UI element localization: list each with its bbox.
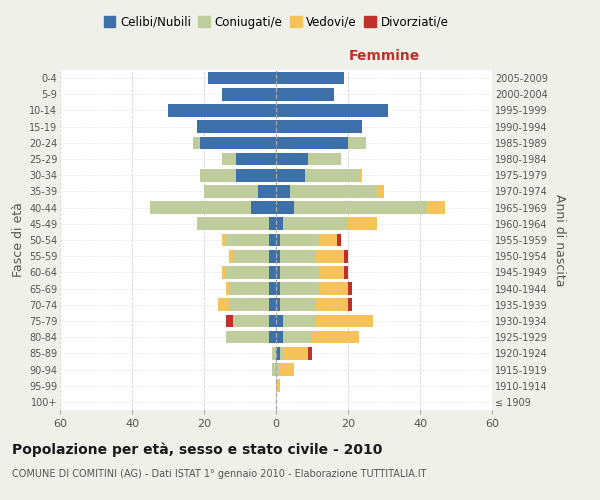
Bar <box>308 152 341 166</box>
Bar <box>226 331 269 344</box>
Bar <box>272 363 276 376</box>
Bar <box>280 266 319 278</box>
Bar <box>276 152 308 166</box>
Bar <box>258 185 276 198</box>
Bar <box>312 331 359 344</box>
Bar <box>308 347 312 360</box>
Text: Popolazione per età, sesso e stato civile - 2010: Popolazione per età, sesso e stato civil… <box>12 442 382 457</box>
Bar <box>280 234 319 246</box>
Text: COMUNE DI COMITINI (AG) - Dati ISTAT 1° gennaio 2010 - Elaborazione TUTTITALIA.I: COMUNE DI COMITINI (AG) - Dati ISTAT 1° … <box>12 469 427 479</box>
Bar <box>226 234 269 246</box>
Bar <box>276 169 305 181</box>
Bar <box>319 282 348 295</box>
Bar <box>229 282 269 295</box>
Bar <box>283 218 348 230</box>
Bar <box>204 185 258 198</box>
Bar <box>269 266 276 278</box>
Bar <box>276 218 283 230</box>
Bar <box>280 250 316 262</box>
Bar <box>251 202 276 214</box>
Bar <box>222 88 276 101</box>
Bar <box>276 380 280 392</box>
Text: Femmine: Femmine <box>349 49 419 63</box>
Bar <box>269 218 276 230</box>
Bar <box>348 282 352 295</box>
Bar <box>222 152 236 166</box>
Bar <box>200 136 276 149</box>
Y-axis label: Fasce di età: Fasce di età <box>11 202 25 278</box>
Y-axis label: Anni di nascita: Anni di nascita <box>553 194 566 286</box>
Bar <box>236 152 276 166</box>
Bar <box>276 120 362 133</box>
Bar <box>269 314 276 328</box>
Bar <box>294 202 427 214</box>
Bar <box>269 331 276 344</box>
Bar <box>276 314 283 328</box>
Bar <box>377 185 384 198</box>
Bar <box>229 298 269 311</box>
Bar <box>427 202 445 214</box>
Bar <box>319 234 337 246</box>
Bar <box>276 250 280 262</box>
Bar <box>316 314 373 328</box>
Bar <box>269 282 276 295</box>
Bar <box>269 250 276 262</box>
Bar <box>283 347 308 360</box>
Bar <box>276 88 334 101</box>
Bar <box>150 202 251 214</box>
Bar <box>197 120 276 133</box>
Bar <box>348 136 366 149</box>
Bar <box>319 266 344 278</box>
Bar <box>218 298 229 311</box>
Bar <box>229 250 233 262</box>
Bar <box>233 314 269 328</box>
Bar <box>222 234 226 246</box>
Bar <box>316 250 344 262</box>
Bar <box>276 136 348 149</box>
Bar <box>276 202 294 214</box>
Bar <box>233 250 269 262</box>
Bar <box>344 266 348 278</box>
Bar <box>168 104 276 117</box>
Bar <box>283 331 312 344</box>
Bar <box>359 169 362 181</box>
Bar <box>276 347 280 360</box>
Bar <box>280 282 319 295</box>
Bar <box>269 234 276 246</box>
Bar <box>226 314 233 328</box>
Bar <box>269 298 276 311</box>
Bar <box>236 169 276 181</box>
Bar <box>276 266 280 278</box>
Bar <box>200 169 236 181</box>
Bar <box>280 298 316 311</box>
Bar <box>276 72 344 85</box>
Bar <box>337 234 341 246</box>
Bar <box>276 363 280 376</box>
Bar <box>276 331 283 344</box>
Bar <box>276 104 388 117</box>
Bar <box>276 234 280 246</box>
Bar <box>305 169 359 181</box>
Bar <box>276 298 280 311</box>
Bar <box>193 136 200 149</box>
Bar <box>276 185 290 198</box>
Bar <box>222 266 226 278</box>
Bar <box>197 218 269 230</box>
Bar <box>290 185 377 198</box>
Bar <box>226 282 229 295</box>
Bar <box>280 347 283 360</box>
Bar <box>283 314 316 328</box>
Bar <box>276 282 280 295</box>
Bar <box>280 363 294 376</box>
Bar <box>348 298 352 311</box>
Bar <box>272 347 276 360</box>
Legend: Celibi/Nubili, Coniugati/e, Vedovi/e, Divorziati/e: Celibi/Nubili, Coniugati/e, Vedovi/e, Di… <box>99 11 453 34</box>
Bar <box>348 218 377 230</box>
Bar <box>226 266 269 278</box>
Bar <box>208 72 276 85</box>
Bar <box>344 250 348 262</box>
Bar <box>316 298 348 311</box>
